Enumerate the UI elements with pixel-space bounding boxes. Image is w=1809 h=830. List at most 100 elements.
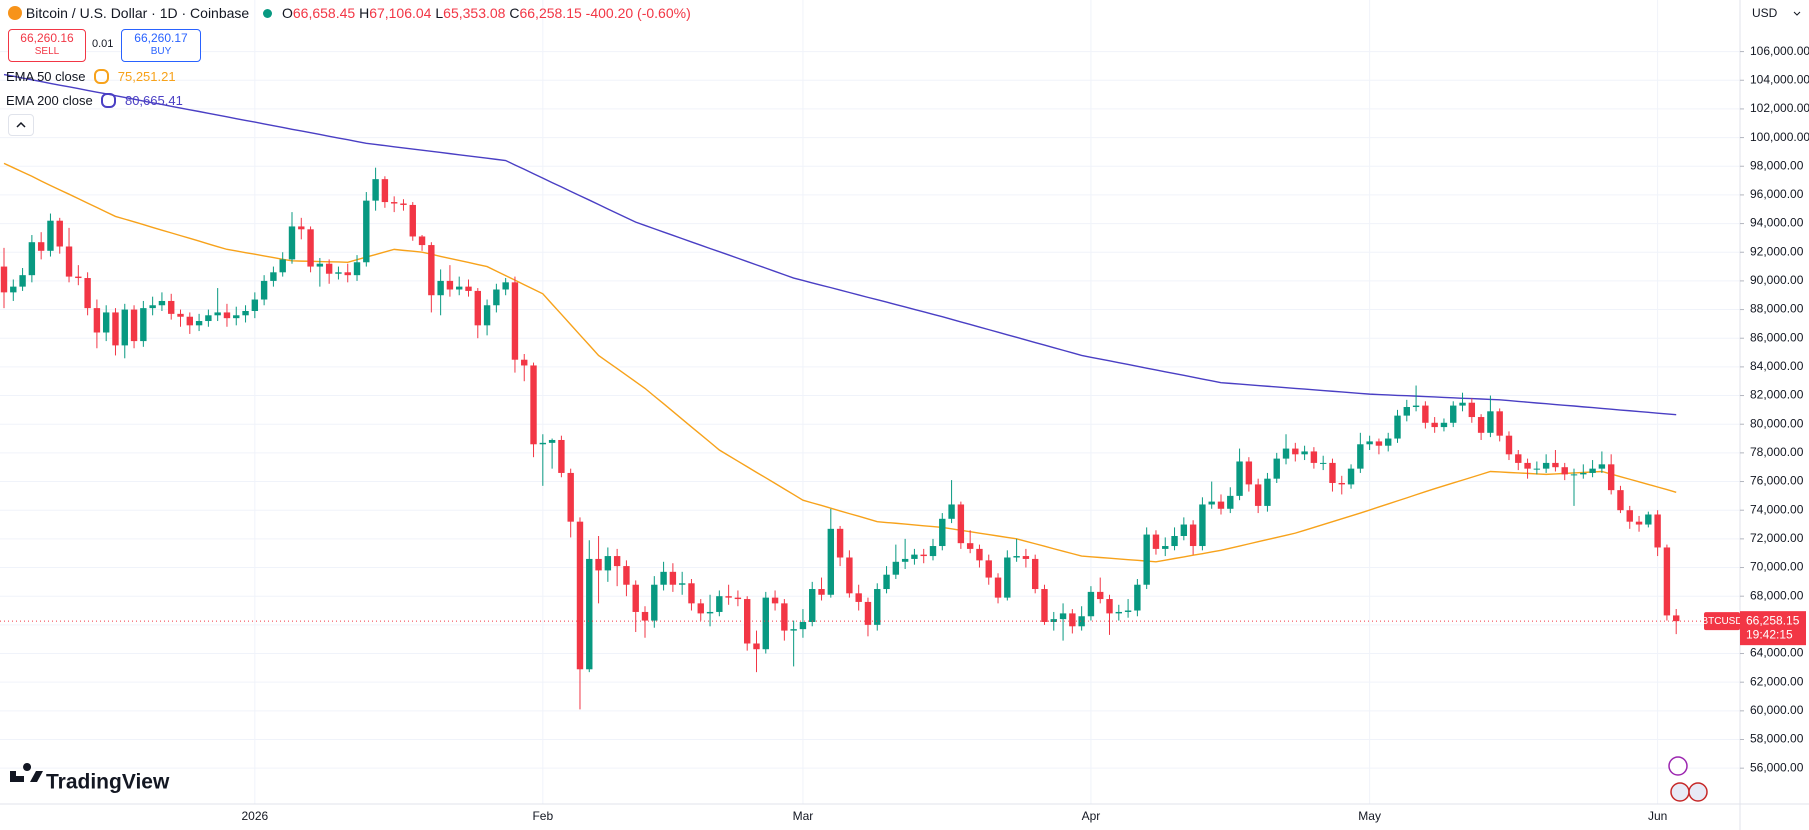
candle-body: [195, 321, 203, 326]
legend-ema200[interactable]: EMA 200 close 80,665.41: [6, 93, 183, 108]
candle-body: [1505, 435, 1513, 455]
buy-label: BUY: [150, 46, 172, 57]
candle-body: [539, 442, 547, 445]
grid-layer: [0, 0, 1740, 804]
y-tick-label: 64,000.00: [1750, 646, 1804, 660]
candle-body: [576, 521, 584, 670]
event-icon[interactable]: [1668, 756, 1688, 776]
candle-body: [613, 556, 621, 567]
candle-body: [121, 309, 128, 346]
candle-body: [948, 504, 955, 519]
candle-body: [1496, 411, 1503, 436]
event-icon[interactable]: [1670, 782, 1690, 802]
ema-line: [3, 73, 1677, 416]
candle-body: [1097, 591, 1104, 600]
coin-icon: [8, 6, 22, 20]
candle-body: [428, 245, 435, 296]
candle-body: [1431, 422, 1438, 428]
y-tick-label: 80,000.00: [1750, 416, 1804, 430]
legend-icon[interactable]: [101, 93, 117, 108]
y-tick-label: 90,000.00: [1750, 273, 1804, 287]
candle-body: [1059, 613, 1067, 620]
candle-body: [716, 596, 723, 612]
brand-logo: TradingView: [10, 763, 170, 794]
candle-body: [298, 226, 305, 230]
candle-body: [892, 561, 900, 575]
candle-body: [65, 246, 73, 277]
y-tick-label: 72,000.00: [1750, 531, 1804, 545]
candle-body: [93, 308, 101, 333]
currency-label[interactable]: USD: [1752, 6, 1778, 20]
y-tick-label: 78,000.00: [1750, 445, 1804, 459]
candle-body: [335, 272, 342, 274]
candle-body: [1663, 547, 1671, 616]
sell-price: 66,260.16: [20, 31, 74, 45]
event-icon[interactable]: [1688, 782, 1708, 802]
y-tick-label: 56,000.00: [1750, 760, 1804, 774]
candle-body: [1143, 534, 1150, 585]
candle-body: [1385, 438, 1392, 446]
y-tick-label: 68,000.00: [1750, 588, 1804, 602]
candle-body: [1645, 514, 1652, 525]
candle-body: [1310, 451, 1318, 463]
buy-button[interactable]: 66,260.17 BUY: [121, 29, 201, 62]
candle-body: [985, 560, 992, 578]
candle-body: [883, 574, 890, 590]
candle-body: [678, 583, 686, 585]
market-status: [263, 9, 273, 18]
candle-body: [1626, 510, 1633, 522]
candle-body: [1673, 615, 1680, 622]
candle-body: [688, 583, 695, 604]
price-tag: [1740, 611, 1806, 646]
candle-body: [1422, 405, 1429, 423]
symbol-title[interactable]: Bitcoin / U.S. Dollar · 1D · Coinbase: [25, 5, 250, 21]
x-tick-label: 2026: [241, 809, 268, 823]
y-tick-label: 74,000.00: [1750, 502, 1804, 516]
candle-body: [493, 289, 500, 306]
candle-body: [1552, 462, 1559, 468]
candle-body: [706, 611, 714, 614]
candle-body: [270, 272, 277, 281]
currency-dropdown-icon[interactable]: [1793, 11, 1801, 16]
sell-button[interactable]: 66,260.16 SELL: [8, 29, 86, 62]
candle-body: [390, 202, 398, 204]
y-tick-label: 82,000.00: [1750, 388, 1804, 402]
candle-body: [558, 439, 565, 473]
legend-icon[interactable]: [94, 69, 110, 84]
candle-body: [1069, 613, 1076, 627]
collapse-legend-button[interactable]: [8, 114, 34, 136]
candle-body: [102, 312, 110, 333]
candle-body: [966, 543, 974, 549]
candle-body: [1440, 422, 1448, 428]
candle-body: [725, 596, 732, 598]
y-tick-label: 100,000.00: [1750, 130, 1809, 144]
y-tick-label: 94,000.00: [1750, 216, 1804, 230]
candle-body: [456, 286, 463, 290]
legend-ema50[interactable]: EMA 50 close 75,251.21: [6, 69, 176, 84]
candle-body: [1412, 405, 1420, 408]
candle-body: [288, 226, 296, 260]
candle-body: [502, 282, 509, 290]
x-tick-label: Feb: [532, 809, 553, 823]
candle-body: [1087, 591, 1095, 617]
candle-body: [799, 621, 807, 630]
candle-body: [474, 290, 481, 326]
candle-body: [994, 577, 1002, 598]
candle-body: [1319, 462, 1327, 464]
open-value: 66,658.45: [292, 5, 356, 21]
candle-body: [1254, 484, 1262, 506]
candle-body: [1542, 462, 1550, 469]
candle-body: [1617, 490, 1624, 511]
candle-body: [409, 204, 416, 237]
legend-value: 75,251.21: [117, 69, 176, 84]
y-tick-label: 92,000.00: [1750, 244, 1804, 258]
candle-body: [836, 528, 844, 558]
candle-body: [651, 584, 658, 621]
candle-layer: [0, 167, 1740, 710]
candle-body: [28, 242, 36, 276]
candle-body: [762, 597, 769, 650]
candle-body: [753, 643, 760, 650]
candle-body: [1217, 501, 1225, 509]
candle-body: [205, 315, 212, 322]
